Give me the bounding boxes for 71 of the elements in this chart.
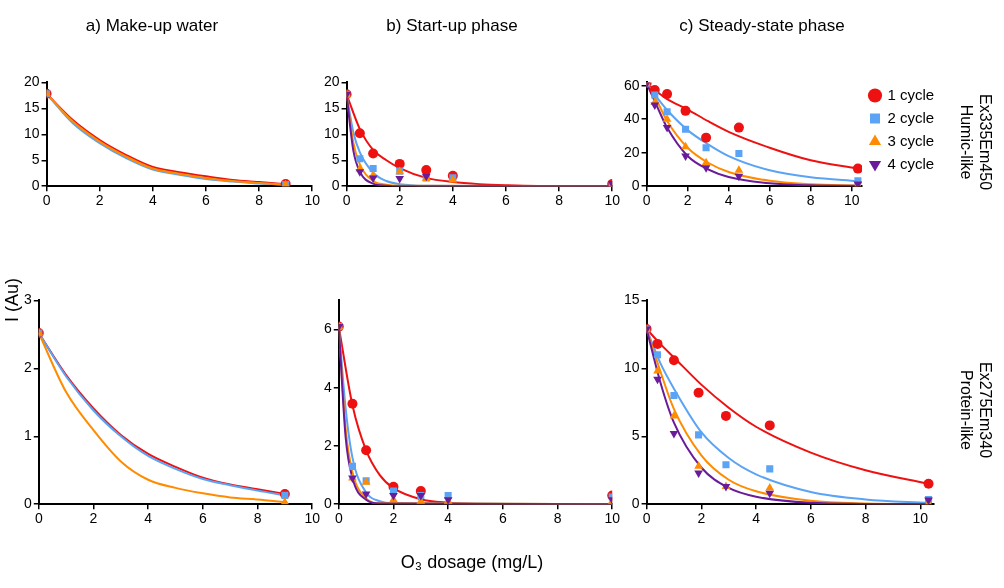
x-tick-label: 4 [724,192,733,209]
legend-label: 3 cycle [887,131,935,149]
y-tick-label: 20 [623,143,640,160]
y-tick-label: 4 [323,378,332,395]
y-tick-label: 1 [23,427,32,444]
x-tick-label: 4 [752,510,761,527]
y-tick-label: 0 [631,495,640,512]
x-tick-label: 0 [642,510,651,527]
legend-label: 1 cycle [887,85,935,103]
y-tick-label: 0 [23,495,32,512]
x-tick-label: 6 [765,192,774,209]
y-tick-label: 0 [331,177,340,194]
y2-axis-title: Ex335Em450 Humic-like [957,93,995,191]
y-tick-label: 5 [31,151,40,168]
x-tick-label: 0 [342,192,351,209]
y-tick-label: 6 [323,320,332,337]
y-tick-label: 15 [23,99,40,116]
y-tick-label: 2 [23,359,32,376]
x-tick-label: 8 [806,192,815,209]
x-tick-label: 2 [95,192,104,209]
y-tick-label: 5 [331,151,340,168]
x-tick-label: 6 [198,510,207,527]
x-tick-label: 8 [861,510,870,527]
y-tick-label: 10 [323,125,340,142]
y-tick-label: 20 [23,73,40,90]
x-tick-label: 8 [555,192,564,209]
y-tick-label: 15 [623,291,640,308]
legend-label: 2 cycle [887,108,935,126]
y-axis-title: I (Au) [1,277,23,323]
x-tick-label: 4 [144,510,153,527]
x-tick-label: 8 [255,192,264,209]
y-tick-label: 60 [623,76,640,93]
chart-title: b) Start-up phase [385,15,519,37]
y-tick-label: 10 [623,359,640,376]
x-tick-label: 6 [202,192,211,209]
x-tick-label: 0 [42,192,51,209]
x-tick-label: 10 [304,510,321,527]
x-tick-label: 10 [604,192,621,209]
y-tick-label: 10 [23,125,40,142]
x-axis-title: O₃ dosage (mg/L) [400,551,544,573]
y-tick-label: 0 [631,177,640,194]
x-tick-label: 2 [389,510,398,527]
x-tick-label: 0 [642,192,651,209]
y-tick-label: 40 [623,110,640,127]
x-tick-label: 10 [843,192,860,209]
legend-label: 4 cycle [887,154,935,172]
chart-title: c) Steady-state phase [678,15,846,37]
x-tick-label: 6 [502,192,511,209]
x-tick-label: 2 [683,192,692,209]
y2-axis-title: Ex275Em340 Protein-like [957,361,995,459]
x-tick-label: 10 [912,510,929,527]
y-tick-label: 5 [631,427,640,444]
x-tick-label: 6 [498,510,507,527]
x-tick-label: 10 [304,192,321,209]
x-tick-label: 2 [395,192,404,209]
y-tick-label: 0 [323,495,332,512]
x-tick-label: 10 [604,510,621,527]
x-tick-label: 2 [697,510,706,527]
x-tick-label: 2 [89,510,98,527]
x-tick-label: 8 [553,510,562,527]
x-tick-label: 4 [444,510,453,527]
y-tick-label: 0 [31,177,40,194]
y-tick-label: 20 [323,73,340,90]
x-tick-label: 8 [253,510,262,527]
y-tick-label: 2 [323,436,332,453]
y-tick-label: 3 [23,291,32,308]
x-tick-label: 6 [806,510,815,527]
chart-title: a) Make-up water [84,15,220,37]
x-tick-label: 4 [148,192,157,209]
x-tick-label: 4 [448,192,457,209]
y-tick-label: 15 [323,99,340,116]
